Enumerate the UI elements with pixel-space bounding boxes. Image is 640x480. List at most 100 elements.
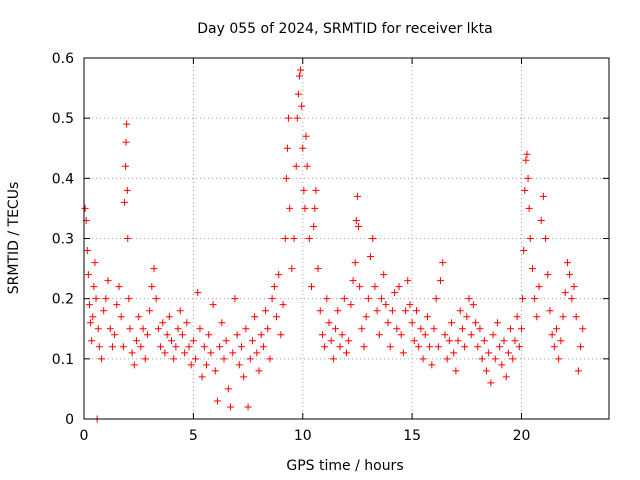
data-point — [150, 265, 158, 273]
data-point — [137, 343, 145, 351]
data-point — [351, 259, 359, 267]
data-point — [570, 283, 578, 291]
data-point — [563, 259, 571, 267]
data-point — [259, 343, 267, 351]
data-point — [483, 367, 490, 375]
data-point — [362, 313, 370, 321]
data-point — [273, 313, 280, 321]
data-point — [242, 325, 250, 333]
data-point — [402, 307, 410, 315]
data-point — [174, 325, 182, 333]
data-point — [452, 367, 460, 375]
data-point — [355, 222, 363, 230]
data-point — [286, 204, 294, 212]
data-point — [371, 283, 379, 291]
data-point — [478, 355, 486, 363]
data-point — [521, 186, 529, 194]
data-point — [413, 307, 420, 315]
data-point — [574, 367, 582, 375]
data-point — [102, 295, 110, 303]
data-point — [87, 319, 95, 327]
data-point — [410, 337, 418, 345]
data-point — [255, 367, 263, 375]
data-point — [364, 295, 372, 303]
data-point — [437, 277, 445, 285]
data-point — [415, 343, 423, 351]
data-point — [148, 283, 156, 291]
data-point — [108, 343, 116, 351]
data-point — [302, 132, 310, 140]
data-point — [159, 319, 167, 327]
data-point — [559, 313, 567, 321]
data-point — [353, 192, 361, 200]
data-point — [303, 162, 311, 170]
data-point — [251, 313, 259, 321]
data-point — [467, 331, 475, 339]
data-point — [231, 295, 239, 303]
data-point — [170, 355, 178, 363]
data-point — [290, 235, 298, 242]
data-point — [163, 331, 171, 339]
data-point — [297, 66, 305, 74]
data-point — [125, 295, 133, 303]
data-point — [441, 331, 449, 339]
data-point — [443, 355, 451, 363]
data-point — [507, 325, 515, 333]
data-point — [393, 325, 401, 333]
data-point — [323, 295, 331, 303]
data-point — [568, 295, 576, 303]
data-point — [325, 319, 333, 327]
data-point — [491, 355, 499, 363]
data-point — [312, 186, 320, 194]
data-point — [391, 289, 399, 297]
data-point — [535, 283, 543, 291]
y-tick-label: 0.1 — [52, 352, 74, 368]
data-point — [295, 72, 303, 80]
data-point — [528, 265, 536, 273]
data-point — [519, 295, 527, 303]
data-point — [476, 325, 484, 333]
data-point — [183, 319, 191, 327]
data-point — [123, 186, 131, 194]
data-point — [115, 283, 123, 291]
data-points — [81, 66, 587, 423]
data-point — [229, 349, 237, 357]
data-point — [126, 325, 134, 333]
data-point — [192, 355, 200, 363]
data-point — [509, 355, 517, 363]
data-point — [318, 331, 326, 339]
data-point — [288, 265, 296, 273]
data-point — [292, 162, 300, 170]
data-point — [450, 349, 458, 357]
x-tick-label: 5 — [189, 428, 198, 444]
data-point — [430, 325, 438, 333]
data-point — [448, 319, 455, 327]
data-point — [122, 162, 130, 170]
data-point — [213, 397, 221, 405]
data-point — [523, 150, 531, 158]
data-point — [336, 343, 344, 351]
data-point — [518, 325, 525, 333]
y-axis-label: SRMTID / TECUs — [6, 182, 22, 295]
data-point — [146, 307, 154, 315]
data-point — [553, 325, 560, 333]
data-point — [301, 204, 309, 212]
chart-title: Day 055 of 2024, SRMTID for receiver lkt… — [197, 21, 492, 37]
data-point — [524, 174, 532, 182]
data-point — [461, 343, 469, 351]
data-point — [513, 313, 521, 321]
data-point — [352, 216, 360, 224]
data-point — [300, 186, 308, 194]
data-point — [211, 367, 219, 375]
data-point — [526, 235, 534, 242]
data-point — [220, 355, 228, 363]
x-axis-label: GPS time / hours — [286, 458, 403, 474]
data-point — [152, 295, 160, 303]
data-point — [222, 337, 230, 345]
data-point — [200, 343, 208, 351]
data-point — [196, 325, 204, 333]
data-point — [305, 235, 313, 242]
data-point — [550, 343, 558, 351]
data-point — [432, 295, 440, 303]
